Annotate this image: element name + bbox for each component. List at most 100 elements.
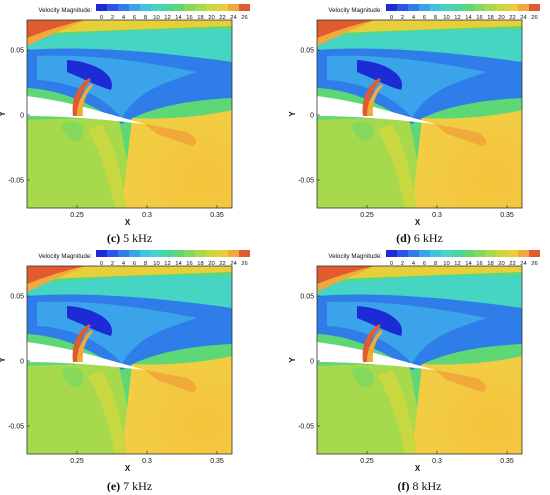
panel-caption-letter: (d)	[396, 231, 411, 245]
colorbar-tick: 12	[164, 261, 170, 267]
plot-frame	[316, 19, 523, 209]
colorbar-tick: 22	[219, 15, 225, 21]
x-axis-label: X	[125, 464, 131, 473]
y-tick-label: 0.05	[300, 294, 314, 301]
x-tick-label: 0.3	[142, 458, 152, 465]
colorbar-swatch	[397, 4, 408, 11]
colorbar-swatch	[452, 4, 463, 11]
colorbar-swatch	[529, 250, 540, 257]
colorbar-tick: 8	[434, 15, 437, 21]
colorbar-swatch	[140, 250, 151, 257]
plot-frame	[26, 265, 233, 455]
colorbar-swatch	[184, 250, 195, 257]
colorbar-label: Velocity Magnitude:	[328, 253, 382, 260]
panel-caption-frequency: 5 kHz	[120, 231, 152, 245]
contour-region	[87, 370, 127, 454]
colorbar-tick: 0	[100, 261, 103, 267]
colorbar-swatch	[107, 250, 118, 257]
panel-caption-frequency: 6 kHz	[411, 231, 443, 245]
colorbar-swatch	[228, 250, 239, 257]
y-axis-label: Y	[0, 357, 7, 363]
colorbar-swatch	[518, 4, 529, 11]
colorbar-swatch	[129, 250, 140, 257]
colorbar-swatch	[463, 250, 474, 257]
colorbar-swatch	[529, 4, 540, 11]
colorbar-tick: 4	[412, 261, 416, 267]
contour-region	[27, 20, 232, 34]
colorbar-swatch	[173, 4, 184, 11]
colorbar-swatch	[239, 4, 250, 11]
colorbar-swatch	[228, 4, 239, 11]
colorbar-swatch	[463, 4, 474, 11]
colorbar-swatch	[474, 250, 485, 257]
colorbar-swatch	[118, 250, 129, 257]
colorbar-tick: 4	[122, 261, 126, 267]
colorbar-tick: 0	[390, 261, 393, 267]
y-tick-label: -0.05	[298, 424, 314, 431]
y-axis-label: Y	[0, 111, 7, 117]
colorbar-swatch	[162, 4, 173, 11]
colorbar-tick: 12	[454, 15, 460, 21]
contour-fill	[27, 20, 232, 208]
contour-region	[351, 367, 374, 388]
x-tick-label: 0.25	[70, 212, 84, 219]
contour-region	[61, 367, 84, 388]
colorbar-tick: 2	[401, 15, 404, 21]
colorbar-tick: 20	[208, 15, 214, 21]
contour-region	[435, 124, 487, 146]
panel-caption: (d) 6 kHz	[396, 231, 443, 245]
panel-caption: (e) 7 kHz	[107, 479, 152, 493]
colorbar-swatch	[386, 250, 397, 257]
colorbar-swatch	[162, 250, 173, 257]
contour-plot: 0.25 0.3 0.35 0.05 0 -0.05 X Y	[0, 265, 233, 473]
contour-region	[27, 96, 145, 124]
panel: Velocity Magnitude:0 2 4 6 8 10 12 14 16 18 20 22 24…	[0, 4, 250, 245]
colorbar-tick: 24	[230, 15, 237, 21]
colorbar-swatch	[485, 250, 496, 257]
panel-caption-letter: (e)	[107, 479, 120, 493]
contour-region	[72, 78, 91, 116]
colorbar-swatch	[496, 250, 507, 257]
panel-caption-frequency: 8 kHz	[410, 479, 442, 493]
plot-frame	[316, 265, 523, 455]
contour-region	[72, 324, 91, 362]
panel-caption-frequency: 7 kHz	[120, 479, 152, 493]
colorbar-swatch	[184, 4, 195, 11]
colorbar-tick: 8	[434, 261, 437, 267]
y-tick-label: 0	[20, 359, 24, 366]
y-axis-label: Y	[288, 111, 297, 117]
contour-region	[77, 84, 93, 116]
y-tick-label: -0.05	[298, 178, 314, 185]
colorbar-swatch	[441, 250, 452, 257]
colorbar-tick: 22	[219, 261, 225, 267]
colorbar-tick: 6	[423, 261, 426, 267]
colorbar-tick: 8	[144, 15, 147, 21]
contour-region	[87, 124, 127, 208]
panel-caption-letter: (c)	[107, 231, 120, 245]
plot-frame	[26, 19, 233, 209]
x-tick-label: 0.25	[70, 458, 84, 465]
colorbar-swatch	[452, 250, 463, 257]
colorbar-tick: 14	[175, 261, 182, 267]
colorbar-swatch	[485, 4, 496, 11]
colorbar-tick: 14	[175, 15, 182, 21]
colorbar-tick: 14	[465, 15, 472, 21]
colorbar-swatch	[474, 4, 485, 11]
colorbar-tick: 10	[153, 15, 159, 21]
colorbar-tick: 4	[122, 15, 126, 21]
colorbar-swatch	[151, 4, 162, 11]
contour-region	[317, 342, 435, 370]
colorbar-tick: 20	[208, 261, 214, 267]
y-tick-label: 0	[310, 359, 314, 366]
x-tick-label: 0.25	[360, 212, 374, 219]
panel-caption-letter: (f)	[398, 479, 410, 493]
contour-region	[317, 266, 522, 280]
colorbar-swatch	[96, 4, 107, 11]
colorbar-tick: 12	[164, 15, 170, 21]
colorbar-tick: 24	[520, 15, 527, 21]
x-tick-label: 0.35	[500, 212, 514, 219]
colorbar-tick: 8	[144, 261, 147, 267]
colorbar-label: Velocity Magnitude:	[328, 7, 382, 14]
contour-region	[362, 324, 381, 362]
colorbar-tick: 2	[401, 261, 404, 267]
